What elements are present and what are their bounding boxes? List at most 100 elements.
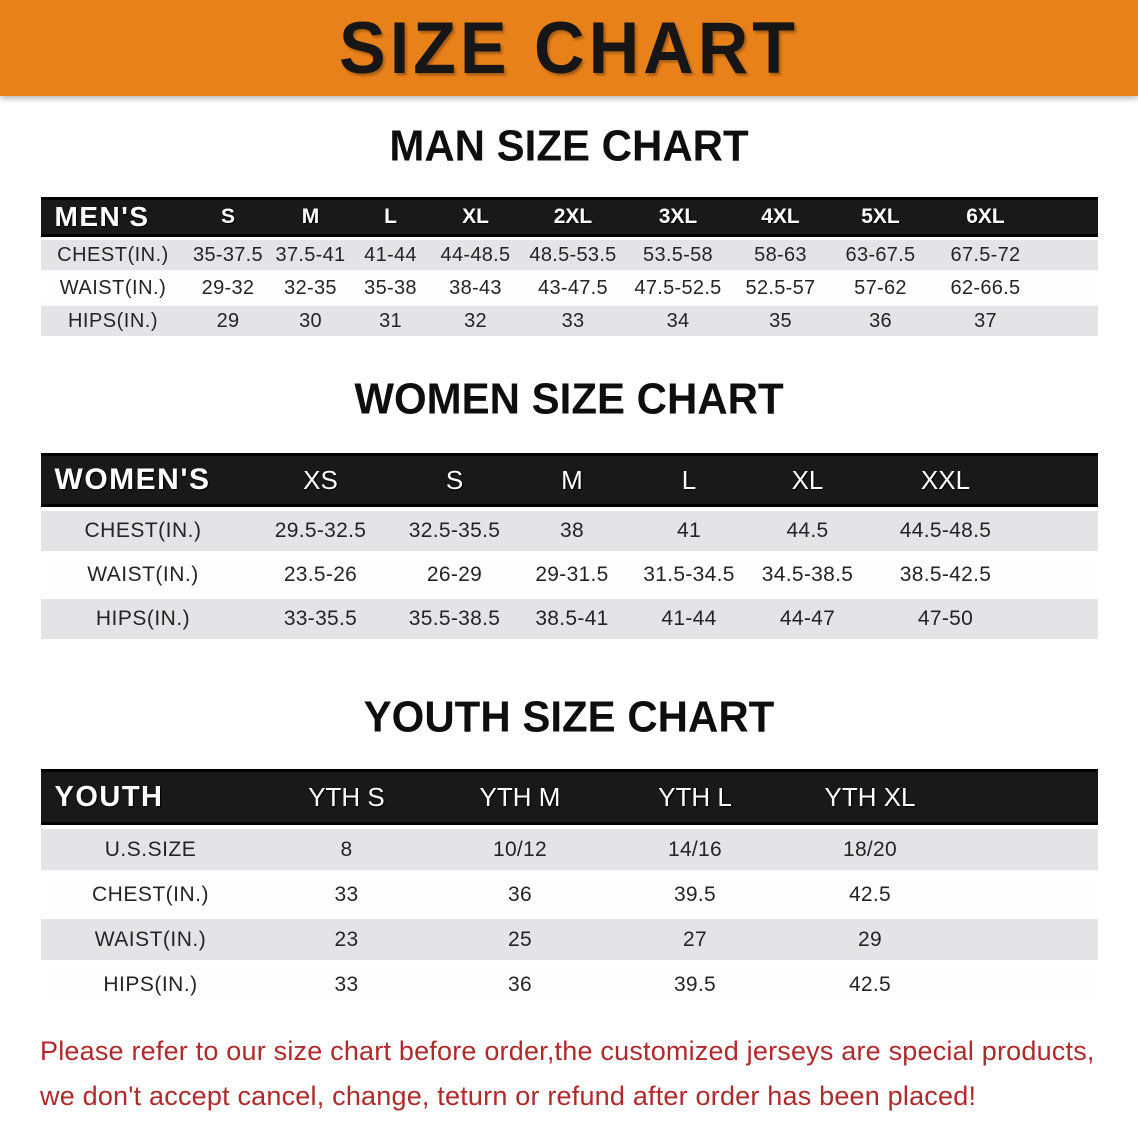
size-cell: 38.5-41 [513,599,631,639]
size-cell: 48.5-53.5 [520,240,626,270]
spacer-cell [957,769,1098,825]
size-cell: 26-29 [395,555,514,595]
size-cell: 52.5-57 [730,273,831,303]
spacer-cell [957,829,1098,870]
spacer-cell [1040,197,1098,237]
size-column-header: XL [430,197,521,237]
size-cell: 35-37.5 [185,240,271,270]
row-label: WAIST(IN.) [40,919,261,960]
size-column-header: L [350,197,431,237]
size-cell: 35.5-38.5 [395,599,514,639]
size-cell: 29.5-32.5 [245,511,396,551]
size-cell: 35 [730,306,831,336]
size-cell: 29-31.5 [513,555,631,595]
table-row: WAIST(IN.) 29-32 32-35 35-38 38-43 43-47.5 47.… [40,273,1098,303]
size-cell: 31.5-34.5 [630,555,748,595]
size-column-header: YTH L [607,769,783,825]
size-column-header: XS [245,453,396,507]
size-cell: 37 [930,306,1041,336]
size-column-header: XL [747,453,868,507]
size-column-header: YTH XL [782,769,958,825]
disclaimer-line-2: we don't accept cancel, change, teturn o… [40,1081,977,1112]
size-cell: 44.5 [747,511,868,551]
row-label: HIPS(IN.) [40,306,186,336]
size-cell: 34 [625,306,731,336]
size-cell: 14/16 [607,829,783,870]
size-column-header: 4XL [730,197,831,237]
size-cell: 53.5-58 [625,240,731,270]
size-cell: 38 [513,511,631,551]
table-row: WAIST(IN.) 23 25 27 29 [40,919,1098,960]
table-row: CHEST(IN.) 33 36 39.5 42.5 [40,874,1098,915]
size-cell: 23.5-26 [245,555,396,595]
size-cell: 41-44 [350,240,431,270]
size-cell: 32-35 [270,273,351,303]
size-column-header: YTH S [260,769,433,825]
size-cell: 32 [430,306,521,336]
table-row: HIPS(IN.) 33 36 39.5 42.5 [40,964,1098,1005]
spacer-cell [957,874,1098,915]
table-header-row: YOUTH YTH S YTH M YTH L YTH XL [40,769,1098,825]
size-cell: 23 [260,919,433,960]
table-category-label: YOUTH [40,769,261,825]
size-cell: 41-44 [630,599,748,639]
row-label: WAIST(IN.) [40,555,246,595]
size-cell: 36 [432,964,608,1005]
table-row: WAIST(IN.) 23.5-26 26-29 29-31.5 31.5-34.5 34… [40,555,1098,595]
size-cell: 42.5 [782,874,958,915]
section-heading: WOMEN SIZE CHART [354,374,784,423]
spacer-cell [1023,511,1098,551]
section-heading: YOUTH SIZE CHART [363,692,775,741]
table-row: CHEST(IN.) 35-37.5 37.5-41 41-44 44-48.5 48.5… [40,240,1098,270]
size-cell: 47-50 [867,599,1024,639]
size-cell: 41 [630,511,748,551]
size-column-header: M [513,453,631,507]
size-cell: 43-47.5 [520,273,626,303]
size-column-header: 5XL [830,197,931,237]
size-table-men: MEN'S S M L XL 2XL 3XL 4XL 5XL 6XL CHEST(IN.) 35-37… [40,194,1098,339]
row-label: CHEST(IN.) [40,240,186,270]
row-label: CHEST(IN.) [40,874,261,915]
size-chart-banner: SIZE CHART [0,0,1138,96]
size-cell: 33-35.5 [245,599,396,639]
size-cell: 44.5-48.5 [867,511,1024,551]
spacer-cell [1040,273,1098,303]
size-cell: 63-67.5 [830,240,931,270]
size-cell: 67.5-72 [930,240,1041,270]
size-cell: 42.5 [782,964,958,1005]
banner-title: SIZE CHART [339,7,799,89]
size-cell: 27 [607,919,783,960]
size-table-youth: YOUTH YTH S YTH M YTH L YTH XL U.S.SIZE 8 10/12… [40,765,1098,1009]
size-cell: 8 [260,829,433,870]
size-cell: 58-63 [730,240,831,270]
table-header-row: WOMEN'S XS S M L XL XXL [40,453,1098,507]
size-table-women: WOMEN'S XS S M L XL XXL CHEST(IN.) 29.5-32.5 32.5… [40,449,1098,643]
size-section-men: MAN SIZE CHART MEN'S S M L XL 2XL 3XL 4XL 5XL 6XL C… [0,121,1138,339]
size-cell: 44-47 [747,599,868,639]
table-row: HIPS(IN.) 33-35.5 35.5-38.5 38.5-41 41-44 44-… [40,599,1098,639]
table-header-row: MEN'S S M L XL 2XL 3XL 4XL 5XL 6XL [40,197,1098,237]
size-cell: 35-38 [350,273,431,303]
size-cell: 44-48.5 [430,240,521,270]
size-column-header: YTH M [432,769,608,825]
size-column-header: S [185,197,271,237]
spacer-cell [1023,599,1098,639]
size-cell: 29 [782,919,958,960]
row-label: HIPS(IN.) [40,964,261,1005]
table-category-label: WOMEN'S [40,453,246,507]
table-row: HIPS(IN.) 29 30 31 32 33 34 35 36 37 [40,306,1098,336]
size-column-header: XXL [867,453,1024,507]
row-label: U.S.SIZE [40,829,261,870]
disclaimer: Please refer to our size chart before or… [40,1033,1110,1115]
size-cell: 25 [432,919,608,960]
table-row: U.S.SIZE 8 10/12 14/16 18/20 [40,829,1098,870]
size-cell: 62-66.5 [930,273,1041,303]
spacer-cell [957,964,1098,1005]
size-cell: 39.5 [607,964,783,1005]
row-label: WAIST(IN.) [40,273,186,303]
size-cell: 47.5-52.5 [625,273,731,303]
size-cell: 37.5-41 [270,240,351,270]
size-cell: 38.5-42.5 [867,555,1024,595]
size-cell: 30 [270,306,351,336]
